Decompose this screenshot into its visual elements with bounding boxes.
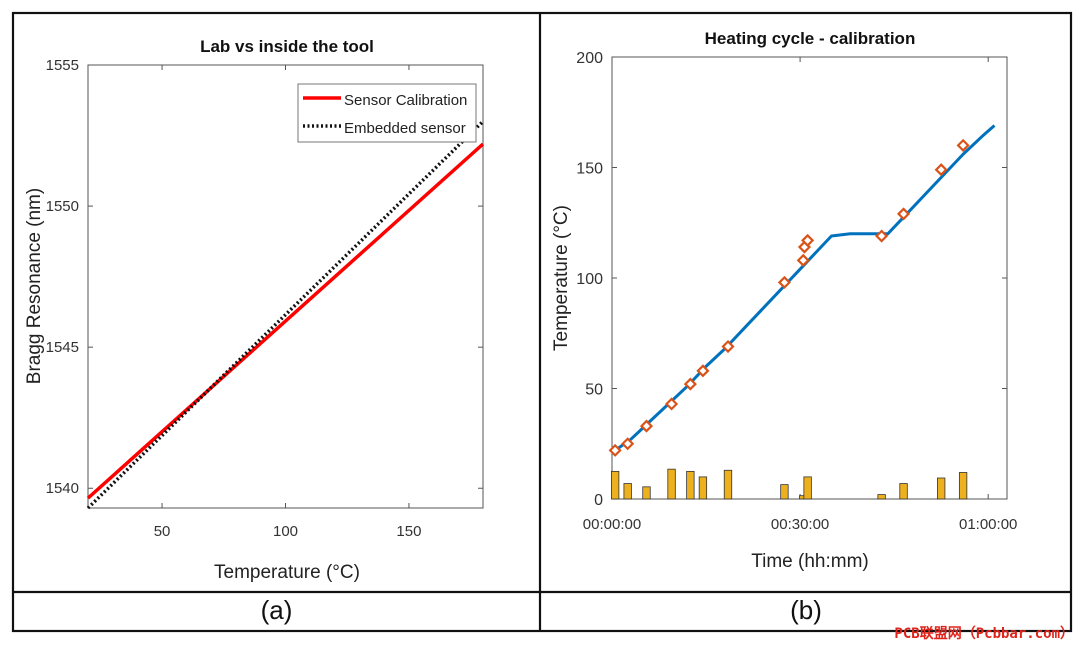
calibration-point-marker [665,397,679,411]
panel-a: Lab vs inside the tool 50 100 150 1540 1545 1… [24,37,485,583]
caption-b: (b) [790,595,822,625]
calibration-point-marker [801,233,815,247]
chart-b-title: Heating cycle - calibration [705,29,916,48]
deviation-bar [958,472,968,500]
calibration-point-marker [956,138,970,152]
calibration-point-marker [639,419,654,433]
chart-b-ytick-label: 0 [594,492,603,509]
chart-a-legend: Sensor Calibration Embedded sensor [297,83,477,143]
chart-b-ytick-label: 200 [576,50,603,67]
calibration-point-marker [777,275,791,289]
legend-label-sensor-calibration: Sensor Calibration [344,92,467,109]
chart-a-xtick-label: 100 [273,523,298,540]
chart-a-ytick-label: 1555 [46,57,79,74]
deviation-bar [723,469,733,500]
chart-b-xtick-label: 00:00:00 [583,516,641,533]
chart-b-xtick-label: 00:30:00 [771,516,829,533]
calibration-point-marker [608,443,622,457]
deviation-bar [937,477,946,500]
chart-a-ytick-label: 1545 [46,339,79,356]
deviation-bar [803,476,812,500]
chart-a-ytick-label: 1540 [46,480,79,497]
series-temperature-line [614,124,996,452]
chart-b-bars [610,468,968,500]
calibration-point-marker [621,437,635,451]
deviation-bar [623,483,632,500]
chart-b-ytick-label: 50 [585,382,603,399]
deviation-bar [686,470,695,500]
chart-a-xtick-label: 50 [154,523,171,540]
chart-b-xtick-label: 01:00:00 [959,516,1017,533]
chart-a-xtick-label: 150 [396,523,421,540]
chart-b-plot-area [611,56,1008,500]
chart-b-ytick-label: 150 [576,161,603,178]
chart-b-xlabel: Time (hh:mm) [751,551,869,572]
chart-a-legend-box [297,83,477,143]
deviation-bar [899,483,908,500]
chart-a-series [86,120,485,510]
calibration-point-marker [683,377,697,391]
calibration-point-marker [896,207,911,221]
calibration-point-marker [796,253,810,267]
chart-b-ytick-label: 100 [576,271,603,288]
deviation-bar [698,476,708,500]
deviation-bar [667,468,676,500]
calibration-point-marker [875,229,889,243]
legend-label-embedded-sensor: Embedded sensor [344,120,466,137]
deviation-bar [610,470,620,500]
chart-b-markers [608,138,970,457]
series-sensor-calibration [86,142,485,500]
deviation-bar [780,484,789,500]
calibration-point-marker [696,364,710,378]
calibration-point-marker [934,163,948,177]
chart-b-line [614,124,996,452]
chart-a-xlabel: Temperature (°C) [214,562,360,583]
series-embedded-sensor [86,120,485,510]
panel-b: Heating cycle - calibration 00:00:00 00:3… [551,29,1017,572]
watermark: PCB联盟网（Pcbbar.com） [894,626,1074,642]
calibration-point-marker [721,339,735,354]
deviation-bar [877,494,886,500]
caption-a: (a) [260,595,293,625]
chart-a-title: Lab vs inside the tool [200,37,374,56]
chart-b-ylabel: Temperature (°C) [551,205,572,351]
chart-b-ticks: 00:00:00 00:30:00 01:00:00 0 50 100 150 200 [576,50,1017,533]
chart-a-ticks: 50 100 150 1540 1545 1550 1555 [46,57,483,540]
chart-a-ytick-label: 1550 [46,198,79,215]
chart-a-ylabel: Bragg Resonance (nm) [24,188,45,384]
deviation-bar [642,486,651,500]
